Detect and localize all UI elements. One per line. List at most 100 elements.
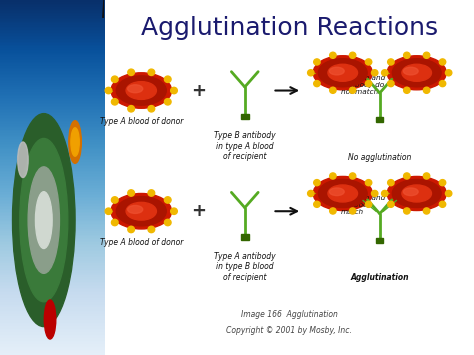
Ellipse shape (403, 67, 418, 75)
Circle shape (28, 167, 59, 273)
Circle shape (148, 226, 155, 233)
Ellipse shape (319, 59, 367, 87)
Circle shape (423, 208, 430, 214)
Circle shape (365, 81, 372, 87)
Ellipse shape (126, 82, 156, 99)
Circle shape (446, 190, 452, 197)
Ellipse shape (128, 85, 143, 93)
Circle shape (349, 87, 356, 93)
Text: Agglutination: Agglutination (350, 273, 409, 282)
Ellipse shape (319, 179, 367, 208)
Ellipse shape (392, 59, 441, 87)
Ellipse shape (402, 185, 431, 202)
Circle shape (105, 208, 112, 214)
Circle shape (36, 192, 52, 248)
Circle shape (148, 190, 155, 196)
Circle shape (365, 180, 372, 186)
Circle shape (372, 190, 378, 197)
Circle shape (439, 59, 446, 65)
Circle shape (330, 208, 336, 214)
Circle shape (18, 142, 28, 178)
Circle shape (388, 201, 394, 207)
Circle shape (128, 190, 135, 196)
Ellipse shape (328, 185, 357, 202)
Circle shape (349, 52, 356, 58)
Text: Agglutination Reactions: Agglutination Reactions (141, 16, 438, 40)
Circle shape (404, 87, 410, 93)
Text: Image 166  Agglutination: Image 166 Agglutination (241, 310, 337, 319)
FancyBboxPatch shape (376, 238, 383, 243)
FancyBboxPatch shape (376, 117, 383, 122)
Ellipse shape (128, 206, 143, 213)
Text: Type A antibody
in type B blood
of recipient: Type A antibody in type B blood of recip… (214, 252, 275, 282)
Circle shape (105, 87, 112, 94)
FancyBboxPatch shape (241, 234, 249, 240)
Ellipse shape (387, 176, 447, 211)
Ellipse shape (329, 67, 344, 75)
Ellipse shape (402, 64, 431, 81)
Circle shape (128, 226, 135, 233)
Circle shape (330, 173, 336, 179)
Circle shape (404, 52, 410, 58)
Text: Antigen and
antibody do
not match: Antigen and antibody do not match (341, 75, 385, 95)
Circle shape (164, 99, 171, 105)
Ellipse shape (329, 188, 344, 196)
Circle shape (382, 70, 388, 76)
Text: Type A blood of donor: Type A blood of donor (100, 238, 183, 247)
Circle shape (308, 190, 314, 197)
Circle shape (314, 81, 320, 87)
Circle shape (20, 138, 68, 302)
Circle shape (164, 197, 171, 203)
Ellipse shape (392, 179, 441, 208)
Circle shape (45, 300, 56, 339)
Circle shape (111, 76, 118, 82)
FancyBboxPatch shape (241, 114, 249, 119)
Circle shape (349, 208, 356, 214)
Circle shape (314, 59, 320, 65)
Ellipse shape (313, 176, 373, 211)
Text: Copyright © 2001 by Mosby, Inc.: Copyright © 2001 by Mosby, Inc. (226, 326, 352, 335)
Circle shape (423, 87, 430, 93)
Circle shape (388, 180, 394, 186)
Text: +: + (191, 202, 206, 220)
Circle shape (388, 59, 394, 65)
Circle shape (423, 173, 430, 179)
Circle shape (439, 81, 446, 87)
Text: Type B antibody
in type A blood
of recipient: Type B antibody in type A blood of recip… (214, 131, 275, 161)
Circle shape (365, 59, 372, 65)
Circle shape (71, 128, 79, 156)
Circle shape (164, 76, 171, 82)
Circle shape (128, 69, 135, 76)
Text: Type A blood of donor: Type A blood of donor (100, 117, 183, 126)
Circle shape (314, 180, 320, 186)
Circle shape (148, 105, 155, 112)
Ellipse shape (116, 76, 166, 105)
Circle shape (69, 121, 82, 163)
Ellipse shape (403, 188, 418, 196)
Circle shape (330, 87, 336, 93)
Circle shape (171, 87, 177, 94)
Text: Antigen and
antibody
match: Antigen and antibody match (341, 195, 385, 215)
Circle shape (439, 201, 446, 207)
Ellipse shape (387, 56, 447, 90)
Ellipse shape (111, 73, 172, 108)
Circle shape (148, 69, 155, 76)
Circle shape (171, 208, 177, 214)
Circle shape (388, 81, 394, 87)
Text: No agglutination: No agglutination (348, 153, 411, 162)
Circle shape (111, 219, 118, 226)
Circle shape (404, 173, 410, 179)
Circle shape (12, 114, 75, 327)
Circle shape (423, 52, 430, 58)
Circle shape (111, 99, 118, 105)
Ellipse shape (328, 64, 357, 81)
Circle shape (111, 197, 118, 203)
Circle shape (308, 70, 314, 76)
Circle shape (365, 201, 372, 207)
Circle shape (404, 208, 410, 214)
Circle shape (372, 70, 378, 76)
Circle shape (439, 180, 446, 186)
Circle shape (128, 105, 135, 112)
Ellipse shape (126, 202, 156, 220)
Circle shape (330, 52, 336, 58)
